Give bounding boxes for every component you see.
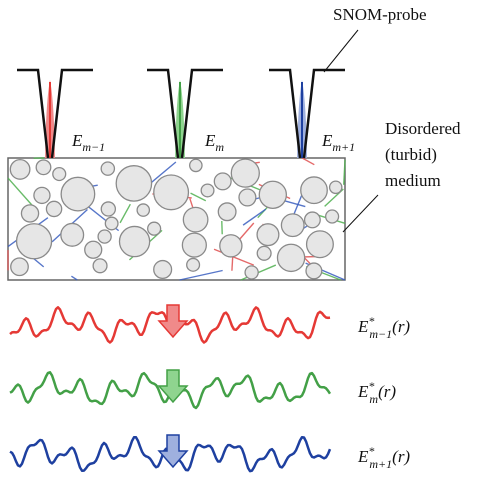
label-sub: m xyxy=(215,140,224,154)
direction-arrow xyxy=(157,434,189,469)
scatter-path xyxy=(179,269,223,281)
probe xyxy=(269,68,345,159)
probe-pointer xyxy=(323,29,359,73)
particle xyxy=(115,165,153,202)
particle xyxy=(104,216,119,231)
particle xyxy=(219,234,243,258)
probe xyxy=(147,68,223,159)
direction-arrow xyxy=(157,304,189,339)
label-sub: m+1 xyxy=(369,457,392,471)
particle xyxy=(189,158,203,173)
particle xyxy=(213,172,232,191)
particle xyxy=(305,262,323,280)
scatter-path xyxy=(119,203,131,224)
field-label: Em xyxy=(204,131,224,154)
medium-label-line: (turbid) xyxy=(385,145,437,164)
particle xyxy=(230,158,260,188)
medium-pointer xyxy=(342,194,379,233)
particle xyxy=(182,206,209,233)
particle xyxy=(9,158,31,180)
particle xyxy=(256,223,280,247)
medium-label-line: medium xyxy=(385,171,441,190)
conjugate-label: E* m+1(r) xyxy=(357,444,410,471)
label-sup: * xyxy=(368,444,374,458)
direction-arrow xyxy=(157,369,189,404)
particle xyxy=(10,257,29,277)
particle xyxy=(200,183,215,198)
conjugate-label: E* m(r) xyxy=(357,379,396,406)
label-sub: m+1 xyxy=(332,140,355,154)
scatter-path xyxy=(301,157,315,166)
particle xyxy=(100,201,117,217)
particle xyxy=(60,222,85,247)
particle xyxy=(118,225,151,258)
probe-label: SNOM-probe xyxy=(333,5,427,24)
scatter-path xyxy=(242,208,267,226)
particle xyxy=(328,180,343,195)
particle xyxy=(92,258,108,274)
particle xyxy=(15,223,53,260)
particle xyxy=(181,232,207,258)
particle xyxy=(305,230,334,259)
label-sup: * xyxy=(368,379,374,393)
particle xyxy=(238,188,257,207)
particle xyxy=(20,204,40,223)
label-sub: m xyxy=(369,392,378,406)
particle xyxy=(325,209,340,224)
particle xyxy=(33,186,51,205)
layer xyxy=(7,68,346,473)
particle xyxy=(244,265,259,280)
label-arg: (r) xyxy=(392,317,410,336)
particle xyxy=(153,174,190,211)
medium-label-line: Disordered xyxy=(385,119,461,138)
label-arg: (r) xyxy=(378,382,396,401)
particle xyxy=(276,243,306,273)
particle xyxy=(147,221,162,236)
particle xyxy=(136,203,151,217)
probe xyxy=(17,68,93,159)
label-arg: (r) xyxy=(392,447,410,466)
particle xyxy=(280,213,305,238)
label-base: E xyxy=(357,317,369,336)
particle xyxy=(303,211,321,229)
particle xyxy=(300,176,328,205)
scatter-path xyxy=(190,192,207,202)
label-base: E xyxy=(321,131,333,150)
conjugate-label: E* m−1(r) xyxy=(357,314,410,341)
particle xyxy=(186,257,201,272)
field-label: Em+1 xyxy=(321,131,355,154)
label-sub: m−1 xyxy=(369,327,392,341)
scatter-path xyxy=(237,222,255,242)
label-base: E xyxy=(357,447,369,466)
particle xyxy=(217,202,237,222)
particle xyxy=(258,180,288,210)
particle xyxy=(45,200,63,218)
particle xyxy=(256,245,272,261)
label-sup: * xyxy=(368,314,374,328)
scatter-path xyxy=(213,248,255,266)
field-label: Em−1 xyxy=(71,131,105,154)
scatter-path xyxy=(343,159,346,185)
particle xyxy=(100,161,116,176)
label-base: E xyxy=(357,382,369,401)
particle xyxy=(153,259,173,280)
particle xyxy=(52,166,67,182)
particle xyxy=(60,176,96,212)
label-base: E xyxy=(71,131,83,150)
particle xyxy=(84,240,103,259)
label-sub: m−1 xyxy=(82,140,105,154)
scatter-path xyxy=(7,177,35,209)
particle xyxy=(35,159,52,176)
particle xyxy=(97,229,112,244)
scatter-path xyxy=(71,275,78,281)
label-base: E xyxy=(204,131,216,150)
